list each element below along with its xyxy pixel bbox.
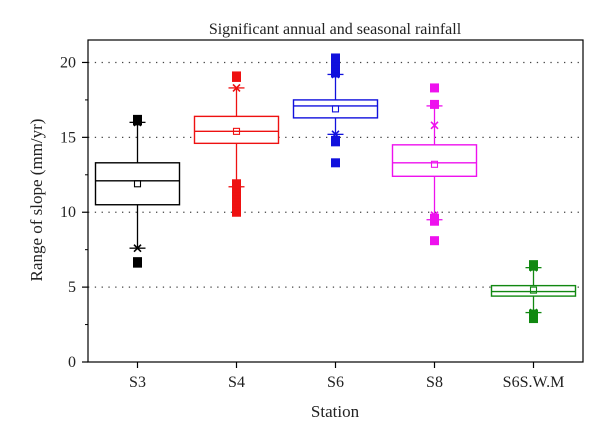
mean-marker	[232, 127, 241, 135]
iqr-box	[292, 99, 379, 119]
y-tick-label: 20	[60, 54, 76, 71]
gridlines	[88, 61, 583, 288]
outlier-point	[133, 114, 142, 124]
outlier-point	[331, 135, 340, 145]
chart-title: Significant annual and seasonal rainfall	[209, 21, 462, 38]
x-tick-label: S3	[129, 374, 146, 391]
x-axis-label: Station	[311, 402, 360, 421]
iqr-box	[94, 162, 181, 206]
x-tick-label: S4	[228, 374, 245, 391]
box-S4	[193, 71, 280, 217]
outlier-point	[430, 213, 439, 223]
outlier-point	[529, 309, 538, 319]
x-tick-label: S6	[327, 374, 344, 391]
iqr-box	[193, 115, 280, 145]
y-tick-label: 5	[68, 279, 76, 296]
iqr-box	[391, 144, 478, 177]
box-S6	[292, 53, 379, 168]
outlier-point	[430, 99, 439, 109]
mean-marker	[133, 180, 142, 188]
outlier-point	[331, 158, 340, 168]
pct-high-marker	[232, 83, 241, 92]
axes-layer: 0 5 10 15 20 S3 S4 S6 S8 S6S.W.M	[60, 54, 564, 391]
y-tick-label: 15	[60, 129, 76, 146]
box-S3	[94, 114, 181, 268]
outlier-point	[232, 71, 241, 81]
mean-marker	[331, 105, 340, 113]
mean-marker	[430, 160, 439, 168]
outlier-point	[133, 257, 142, 267]
pct-high-marker	[430, 121, 439, 130]
pct-low-marker	[133, 244, 142, 253]
x-tick-label: S6S.W.M	[503, 374, 565, 391]
outlier-point	[430, 236, 439, 246]
outlier-point	[232, 179, 241, 189]
y-axis-label: Range of slope (mm/yr)	[27, 119, 46, 282]
x-tick-label: S8	[426, 374, 443, 391]
outlier-point	[430, 83, 439, 93]
mean-marker	[529, 286, 538, 294]
box-S8	[391, 83, 478, 246]
outlier-point	[529, 260, 538, 270]
y-tick-label: 0	[68, 354, 76, 371]
iqr-box	[490, 284, 577, 297]
box-S6S.W.M	[490, 260, 577, 324]
outlier-point	[331, 53, 340, 63]
boxes-layer	[94, 53, 577, 324]
y-tick-label: 10	[60, 204, 76, 221]
